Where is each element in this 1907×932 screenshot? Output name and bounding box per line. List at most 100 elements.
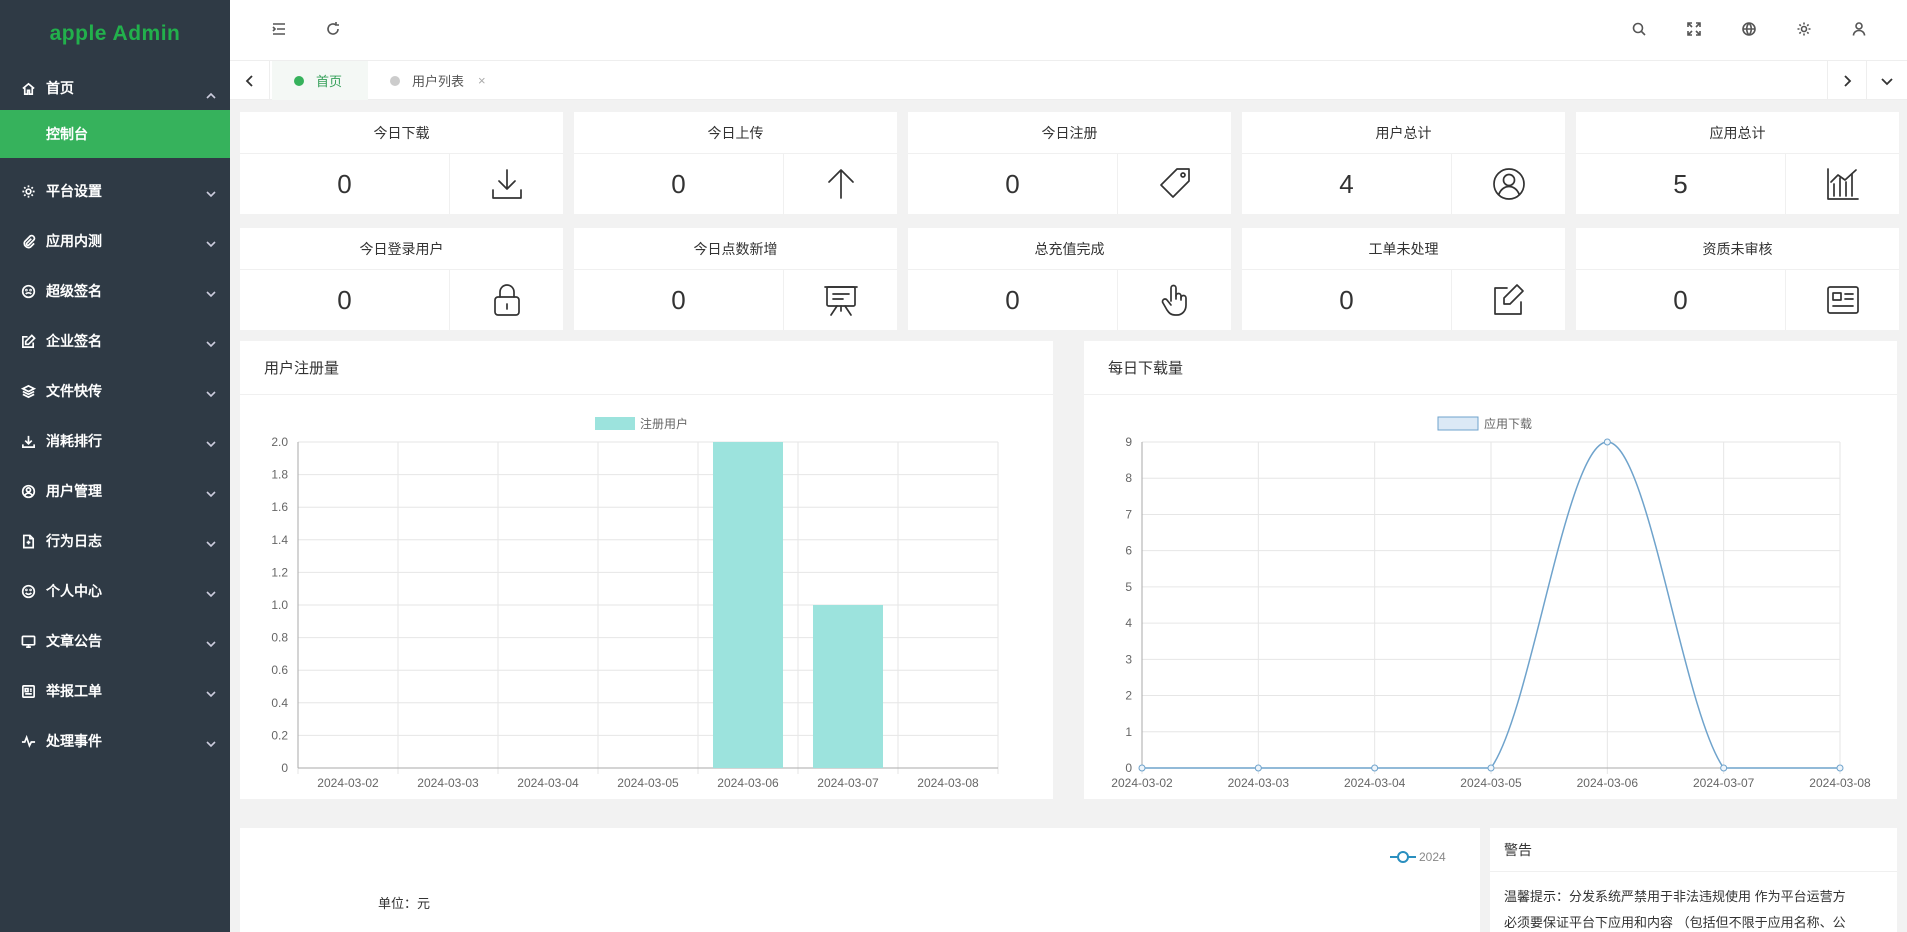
notice-panel: 警告 温馨提示：分发系统严禁用于非法违规使用 作为平台运营方 必须要保证平台下应… [1490,828,1897,932]
stat-title: 今日登录用户 [240,228,563,270]
edit-icon [20,333,36,349]
download-icon [450,154,563,214]
tab-active-dot [294,75,304,86]
sidebar-item[interactable]: 文件快传 [0,366,230,416]
revenue-panel: 单位：元 2024 [240,828,1480,932]
stat-value: 0 [574,270,784,330]
x-tick-label: 2024-03-05 [617,776,679,790]
x-tick-label: 2024-03-03 [1228,776,1290,790]
sidebar-item[interactable]: 个人中心 [0,566,230,616]
sidebar-item-label: 文章公告 [46,633,102,649]
chevron-up-icon [206,88,216,99]
y-tick-label: 9 [1125,435,1132,449]
chart-legend: 应用下载 [1437,416,1532,431]
sidebar-item[interactable]: 平台设置 [0,166,230,216]
data-point [1487,764,1495,772]
sidebar-item[interactable]: 处理事件 [0,716,230,766]
sidebar-item[interactable]: 文章公告 [0,616,230,666]
x-tick-label: 2024-03-05 [1460,776,1522,790]
revenue-legend[interactable]: 2024 [1390,850,1446,864]
face-icon [20,283,36,299]
refresh-icon[interactable] [324,20,342,38]
sidebar-item-label: 用户管理 [46,483,102,499]
close-icon[interactable]: × [478,73,486,88]
tab-user-list[interactable]: 用户列表 × [368,61,508,100]
legend-label: 注册用户 [640,416,688,431]
y-tick-label: 0 [281,761,288,775]
stat-title: 用户总计 [1242,112,1565,154]
tabs-scroll-left-icon[interactable] [230,61,270,100]
y-tick-label: 2 [1125,689,1132,703]
sidebar-item[interactable]: 应用内测 [0,216,230,266]
y-tick-label: 3 [1125,652,1132,666]
stat-card: 工单未处理 0 [1242,228,1565,330]
x-tick-label: 2024-03-04 [1344,776,1406,790]
sidebar-item-label: 企业签名 [46,333,102,349]
sidebar-item[interactable]: 举报工单 [0,666,230,716]
monitor-icon [20,633,36,649]
stat-title: 总充值完成 [908,228,1231,270]
y-tick-label: 8 [1125,471,1132,485]
globe-icon[interactable] [1740,20,1758,38]
file-icon [20,533,36,549]
bar [813,605,883,768]
x-tick-label: 2024-03-08 [917,776,979,790]
fullscreen-icon[interactable] [1685,20,1703,38]
sidebar-item-label: 超级签名 [46,283,102,299]
notice-body: 温馨提示：分发系统严禁用于非法违规使用 作为平台运营方 必须要保证平台下应用和内… [1490,872,1897,932]
stat-value: 0 [908,270,1118,330]
sidebar-item-label: 举报工单 [46,683,102,699]
menu-toggle-icon[interactable] [270,20,288,38]
chevron-down-icon [206,536,216,548]
stat-title: 今日点数新增 [574,228,897,270]
tab-dot [390,75,400,86]
download-icon [20,433,36,449]
report-icon [20,683,36,699]
stat-title: 资质未审核 [1576,228,1899,270]
chart-legend: 注册用户 [595,416,688,431]
chevron-down-icon [206,236,216,248]
sidebar-item[interactable]: 用户管理 [0,466,230,516]
x-tick-label: 2024-03-06 [1577,776,1639,790]
home-icon [20,80,36,96]
registrations-bar-chart: 0 0.2 0.4 0.6 0.8 1.0 1.2 1.4 1.6 1.8 2.0 2024-03-0… [271,416,999,790]
stat-card: 今日上传 0 [574,112,897,214]
sidebar-item[interactable]: 超级签名 [0,266,230,316]
stat-card: 今日注册 0 [908,112,1231,214]
sidebar-item[interactable]: 企业签名 [0,316,230,366]
sidebar-subitem-dashboard[interactable]: 控制台 [0,110,230,158]
search-icon[interactable] [1630,20,1648,38]
sidebar-item-label: 个人中心 [46,583,102,599]
gear-icon [20,183,36,199]
y-tick-label: 0.2 [271,728,288,742]
user-icon[interactable] [1850,20,1868,38]
legend-line-icon [1390,851,1416,863]
edit-icon [1452,270,1565,330]
sidebar-item-label: 首页 [46,80,74,96]
chevron-down-icon [206,586,216,598]
notice-line: 温馨提示：分发系统严禁用于非法违规使用 作为平台运营方 [1504,889,1846,904]
sidebar-item-label: 处理事件 [46,733,102,749]
y-tick-label: 1.8 [271,468,288,482]
tabs-scroll-right-icon[interactable] [1827,61,1867,100]
panel-title: 每日下载量 [1084,341,1897,395]
y-tick-label: 6 [1125,544,1132,558]
stat-value: 0 [908,154,1118,214]
settings-icon[interactable] [1795,20,1813,38]
tabs-dropdown-icon[interactable] [1867,61,1907,100]
presentation-icon [784,270,897,330]
y-tick-label: 0.8 [271,631,288,645]
tab-home[interactable]: 首页 [272,61,368,100]
stat-value: 0 [240,270,450,330]
stat-title: 今日下载 [240,112,563,154]
y-tick-label: 1 [1125,725,1132,739]
stat-card: 资质未审核 0 [1576,228,1899,330]
sidebar-item[interactable]: 消耗排行 [0,416,230,466]
sidebar-item[interactable]: 首页 [0,68,230,108]
sidebar-item[interactable]: 行为日志 [0,516,230,566]
sidebar-item-label: 应用内测 [46,233,102,249]
x-tick-label: 2024-03-04 [517,776,579,790]
registrations-panel: 用户注册量 0 0.2 0.4 0.6 0.8 1.0 1.2 1.4 1.6 1.8 2.0 202… [240,341,1053,799]
x-tick-label: 2024-03-03 [417,776,479,790]
stat-value: 5 [1576,154,1786,214]
